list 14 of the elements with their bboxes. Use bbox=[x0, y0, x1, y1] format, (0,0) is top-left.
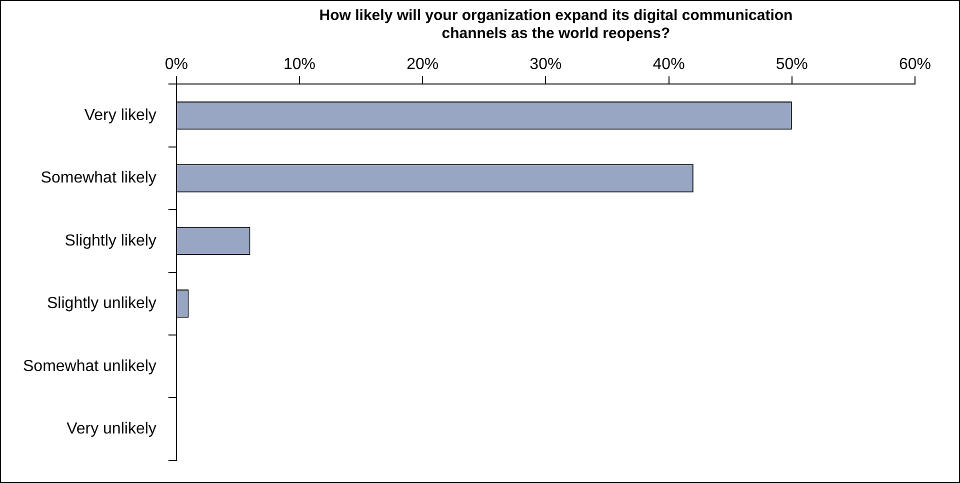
x-tick-label: 0% bbox=[164, 56, 188, 74]
x-tick-label: 40% bbox=[652, 56, 685, 74]
x-tick-label: 10% bbox=[283, 56, 316, 74]
y-tick-label: Very unlikely bbox=[66, 420, 156, 438]
x-tick-label: 60% bbox=[898, 56, 932, 74]
x-tick-label: 50% bbox=[776, 56, 808, 74]
x-tick-label: 20% bbox=[406, 56, 439, 74]
y-tick-label: Slightly unlikely bbox=[47, 295, 156, 312]
y-tick-label: Slightly likely bbox=[64, 232, 156, 250]
x-tick-label: 30% bbox=[530, 56, 562, 74]
chart-title: How likely will your organization expand its digital communication channels as the world reopens? bbox=[318, 7, 794, 43]
y-tick-label: Somewhat likely bbox=[40, 170, 156, 187]
y-tick-label: Somewhat unlikely bbox=[22, 358, 156, 375]
y-tick-label: Very likely bbox=[84, 106, 156, 124]
